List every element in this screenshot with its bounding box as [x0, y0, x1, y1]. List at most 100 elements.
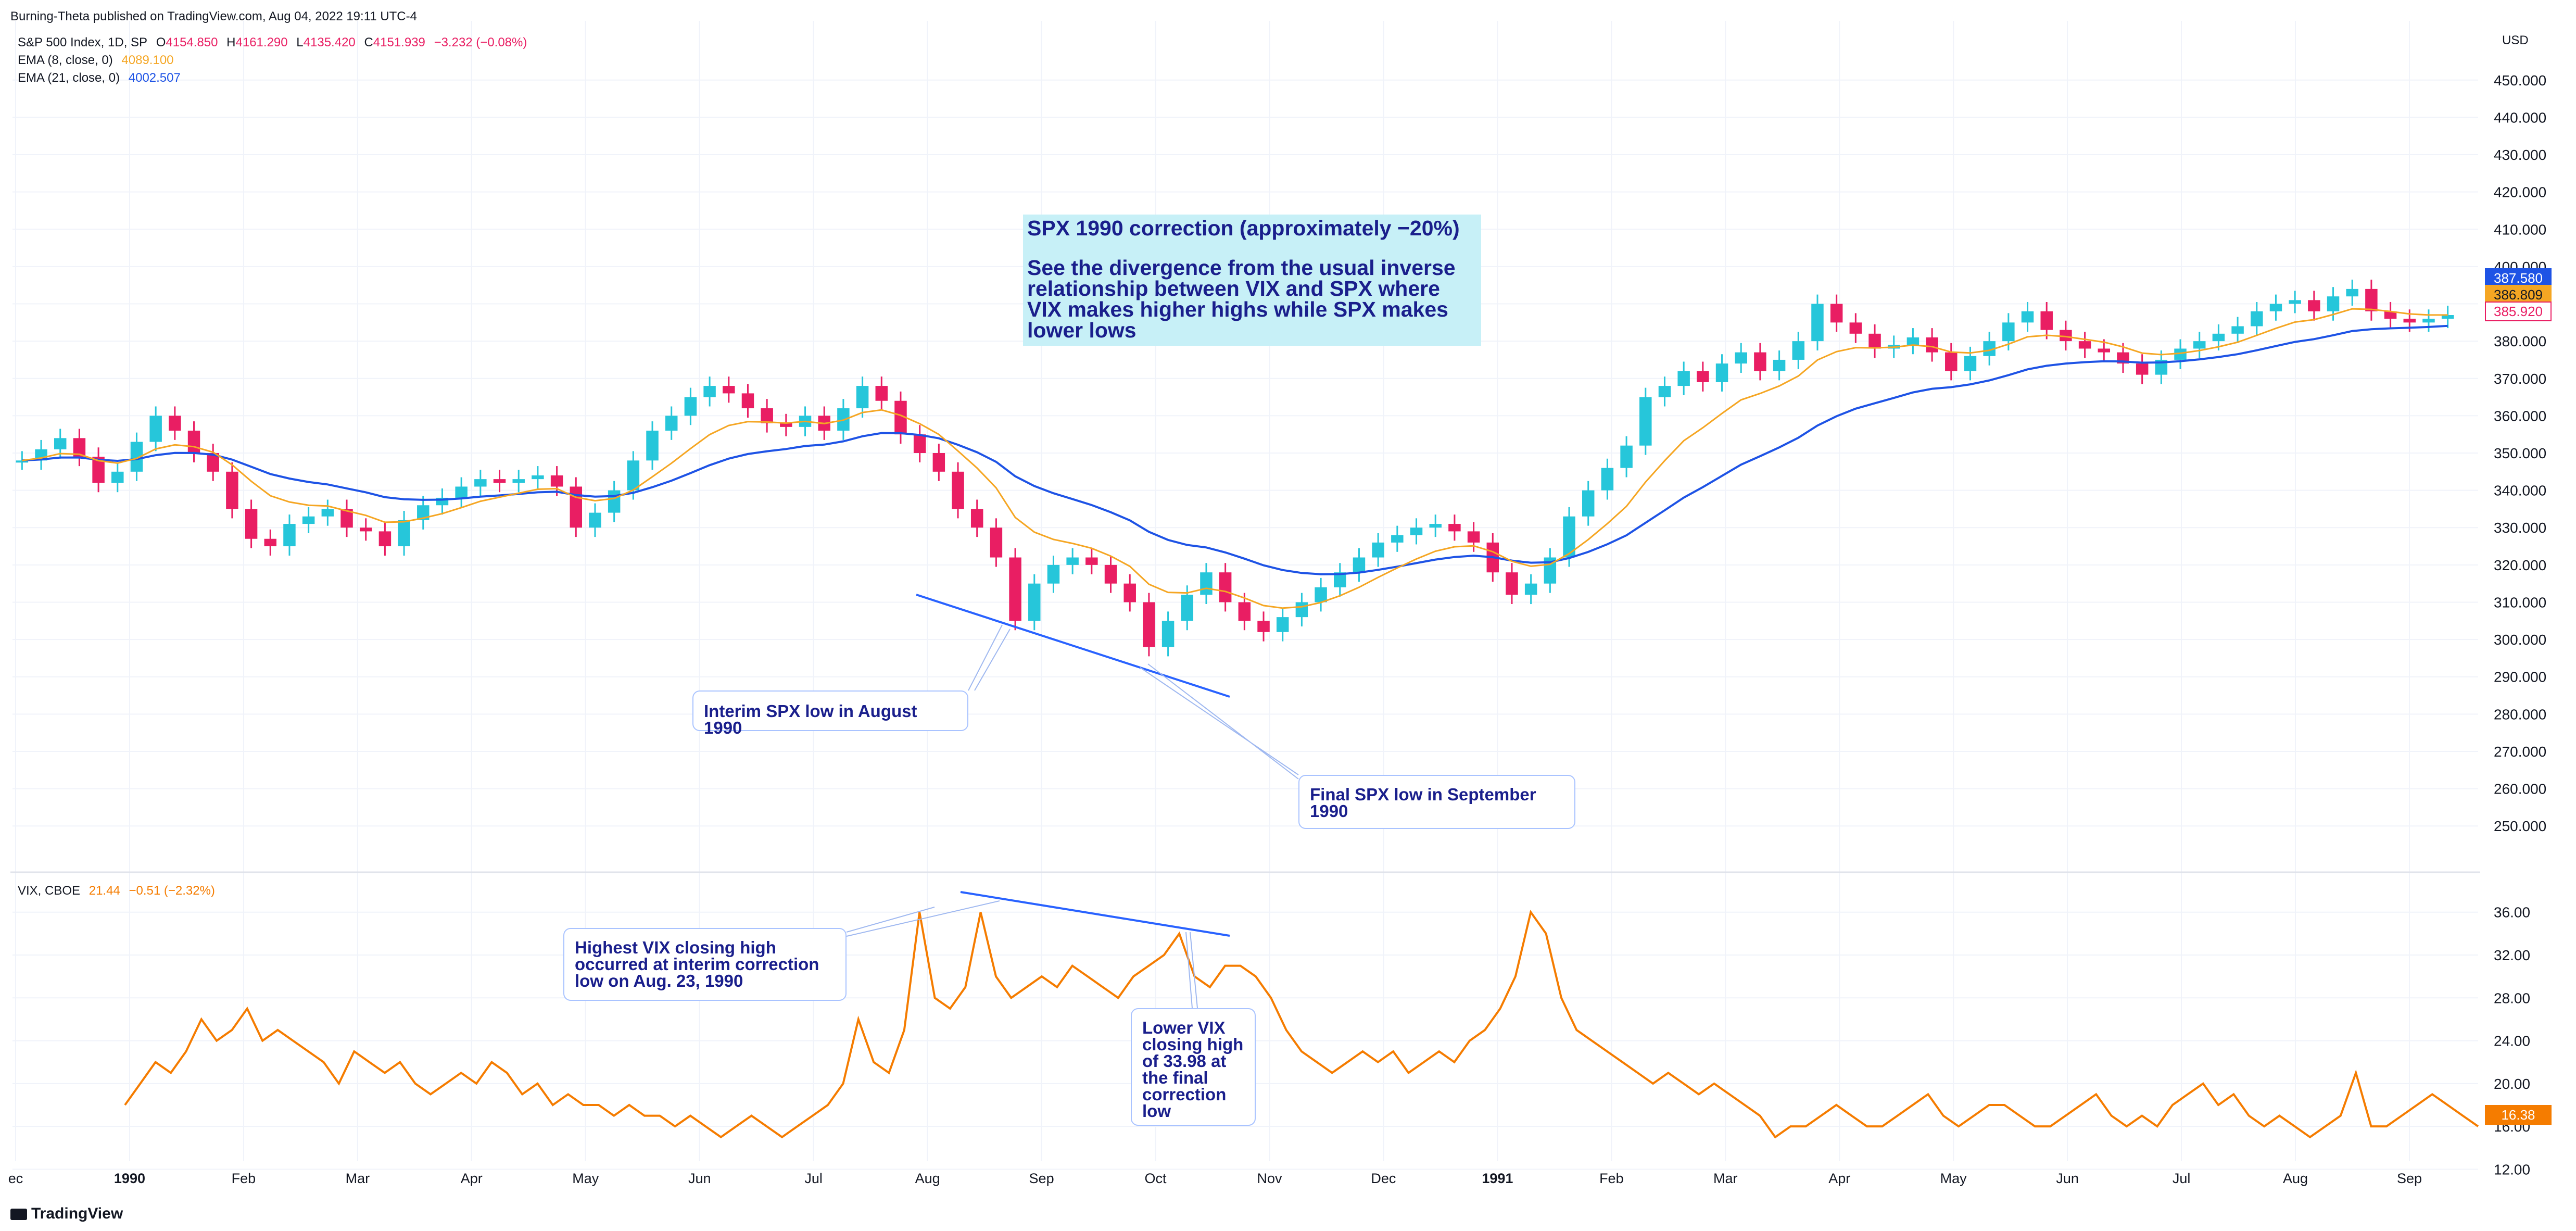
candle-body — [512, 479, 525, 483]
interim-low-callout[interactable]: Interim SPX low in August 1990 — [692, 690, 968, 736]
candle-body — [1353, 557, 1366, 573]
price-tick-label: 350.000 — [2494, 445, 2546, 461]
time-tick-label: Dec — [1371, 1171, 1396, 1186]
change-value: −3.232 (−0.08%) — [434, 35, 527, 49]
ema21-value: 4002.507 — [128, 71, 181, 85]
candle-body — [2346, 288, 2358, 297]
price-tick-label: 440.000 — [2494, 109, 2546, 125]
ohlc-open: O4154.850 — [156, 35, 218, 49]
candle-body — [2098, 348, 2111, 353]
candle-body — [2441, 315, 2454, 319]
candle-body — [1601, 468, 1614, 491]
candle-body — [2269, 304, 2282, 311]
candle-body — [1334, 572, 1346, 587]
time-axis[interactable]: ec 1990 Feb Mar Apr May Jun Jul Aug Sep Oct Nov Dec 1… — [8, 1171, 2422, 1186]
candle-body — [169, 416, 181, 431]
candle-body — [589, 512, 601, 528]
candle-body — [2422, 319, 2435, 323]
candle-body — [2231, 326, 2244, 334]
price-tick-label: 410.000 — [2494, 221, 2546, 237]
tradingview-logo[interactable]: TradingView — [10, 1205, 123, 1223]
candle-body — [130, 442, 143, 472]
candle-body — [570, 486, 583, 528]
candle-body — [187, 431, 200, 453]
candle-body — [1410, 527, 1423, 535]
price-tick-label: 290.000 — [2494, 669, 2546, 685]
time-tick-label: 1990 — [114, 1171, 145, 1186]
candle-body — [378, 531, 392, 547]
callout-connector — [1185, 932, 1193, 1009]
time-tick-label: May — [1940, 1171, 1967, 1186]
candle-body — [856, 386, 869, 409]
candle-body — [1276, 617, 1289, 632]
candle-body — [1639, 397, 1652, 446]
candle-body — [321, 509, 334, 517]
close-price-tag: 385.920 — [2494, 304, 2543, 319]
candle-body — [1620, 445, 1633, 468]
candle-body — [970, 509, 983, 528]
vix-line — [124, 909, 2479, 1139]
candle-body — [302, 516, 315, 524]
candle-body — [264, 538, 277, 547]
callout-connector — [974, 629, 1011, 691]
candle-body — [398, 520, 410, 547]
time-tick-label: Apr — [461, 1171, 483, 1186]
vix-legend[interactable]: VIX, CBOE 21.44 −0.51 (−2.32%) — [18, 884, 220, 898]
candle-body — [1104, 564, 1117, 584]
candle-body — [1926, 337, 1938, 353]
vix-tick-label: 20.00 — [2494, 1076, 2530, 1092]
price-tick-label: 380.000 — [2494, 333, 2546, 349]
candle-body — [2155, 359, 2168, 375]
candle-body — [1524, 583, 1537, 595]
candle-body — [723, 386, 735, 394]
candle-body — [149, 416, 162, 442]
candle-body — [932, 453, 945, 472]
close-price-tag-bg — [2485, 302, 2552, 321]
vix-lower-callout[interactable]: Lower VIX closing high of 33.98 at the f… — [1131, 1008, 1256, 1126]
tv-logo-text: TradingView — [31, 1205, 123, 1222]
candle-body — [1945, 352, 1958, 371]
candle-body — [627, 460, 640, 491]
candle-body — [283, 524, 296, 547]
correction-heading-box[interactable]: SPX 1990 correction (approximately −20%)… — [1023, 215, 1481, 346]
candle-body — [2308, 300, 2320, 311]
time-tick-label: Feb — [1599, 1171, 1624, 1186]
vix-high-callout[interactable]: Highest VIX closing high occurred at int… — [563, 928, 847, 1001]
spx-trendline[interactable] — [916, 594, 1230, 698]
candle-body — [1658, 386, 1671, 397]
price-tick-label: 320.000 — [2494, 557, 2546, 573]
high-label: H — [226, 35, 236, 49]
candle-body — [1582, 490, 1595, 517]
candle-body — [2002, 322, 2015, 342]
callout-connector — [1147, 663, 1299, 780]
candle-body — [2040, 311, 2053, 330]
spx-candles — [16, 279, 2454, 657]
ema8-value: 4089.100 — [121, 53, 174, 67]
candle-body — [646, 431, 659, 461]
candle-body — [54, 438, 67, 449]
candle-body — [2327, 296, 2340, 311]
candle-body — [1792, 341, 1805, 360]
ema8-legend[interactable]: EMA (8, close, 0) 4089.100 — [18, 53, 179, 68]
price-tick-label: 260.000 — [2494, 781, 2546, 797]
final-low-callout[interactable]: Final SPX low in September 1990 — [1298, 775, 1575, 829]
ema21-legend[interactable]: EMA (21, close, 0) 4002.507 — [18, 71, 186, 85]
vix-trendline[interactable] — [960, 891, 1230, 937]
vix-tick-label: 12.00 — [2494, 1161, 2530, 1177]
candle-body — [1143, 602, 1155, 647]
candle-body — [1200, 572, 1213, 595]
candle-body — [894, 400, 907, 435]
price-tick-label: 340.000 — [2494, 483, 2546, 499]
candle-body — [1677, 371, 1690, 386]
candle-body — [417, 505, 430, 520]
candle-body — [474, 479, 487, 487]
main-legend[interactable]: S&P 500 Index, 1D, SP O4154.850 H4161.29… — [18, 35, 532, 50]
ohlc-low: L4135.420 — [296, 35, 355, 49]
price-axis[interactable]: 250.000 260.000 270.000 280.000 290.000 300.0… — [2494, 72, 2546, 834]
candle-body — [1372, 542, 1384, 558]
candle-body — [1181, 595, 1194, 621]
candle-body — [2384, 311, 2397, 319]
